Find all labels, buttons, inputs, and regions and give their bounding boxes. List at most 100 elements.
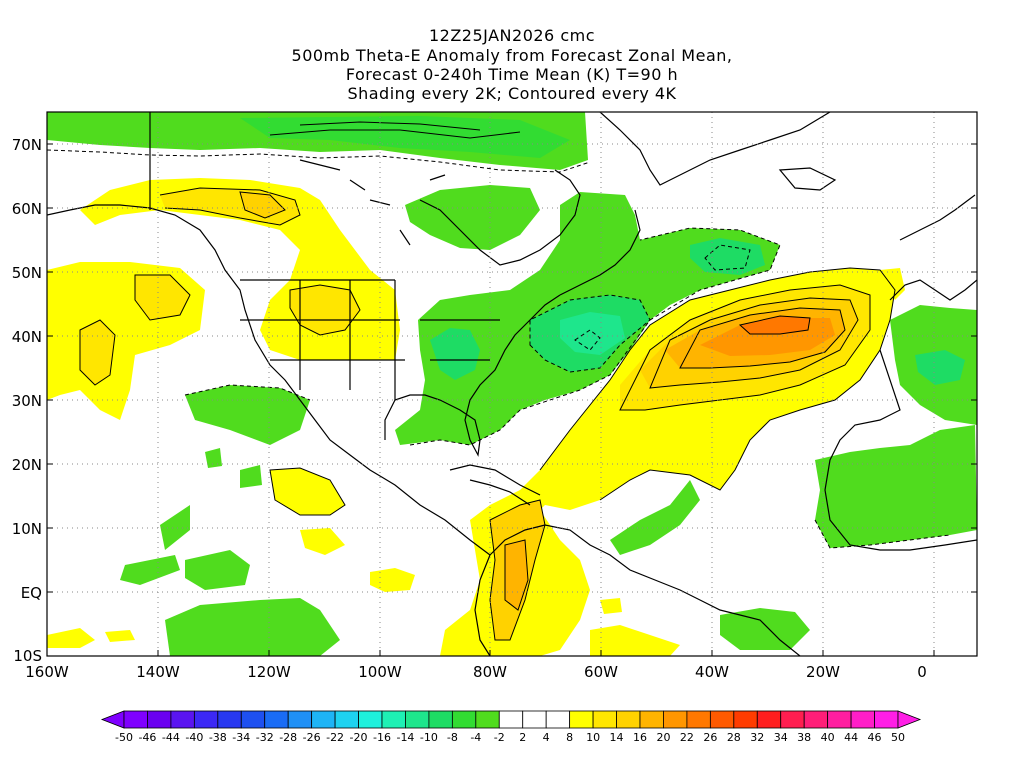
colorbar-right-arrow: [897, 710, 922, 729]
colorbar-swatch: [498, 710, 524, 729]
coastlines: [47, 112, 977, 656]
colorbar-swatch: [639, 710, 664, 729]
colorbar-label: -28: [279, 731, 297, 744]
latitude-labels: 70N 60N 50N 40N 30N 20N 10N EQ 10S: [12, 136, 42, 665]
colorbar-swatch: [123, 710, 148, 729]
colorbar-swatch: [217, 710, 242, 729]
anomaly-contours: [47, 121, 951, 641]
colorbar-swatch: [874, 710, 899, 729]
map-title-line-4: Shading every 2K; Contoured every 4K: [347, 84, 677, 103]
lon-label-100w: 100W: [358, 663, 402, 681]
colorbar-swatch: [381, 710, 406, 729]
colorbar-swatch: [147, 710, 172, 729]
colorbar-swatch: [756, 710, 782, 729]
lat-label-60n: 60N: [12, 200, 42, 218]
map-panel: [47, 112, 977, 656]
colorbar-label: -26: [303, 731, 321, 744]
colorbar-label: -22: [326, 731, 344, 744]
colorbar-label: -34: [232, 731, 250, 744]
colorbar-swatch: [264, 710, 289, 729]
colorbar-label: -20: [350, 731, 368, 744]
map-title-line-1: 12Z25JAN2026 cmc: [428, 26, 595, 45]
colorbar-swatch: [592, 710, 617, 729]
lat-label-40n: 40N: [12, 328, 42, 346]
colorbar-swatch: [240, 710, 266, 729]
colorbar-swatch: [569, 710, 594, 729]
lon-label-0: 0: [917, 663, 927, 681]
colorbar-label: 14: [610, 731, 624, 744]
colorbar-left-arrow: [100, 710, 125, 729]
colorbar-swatch: [663, 710, 688, 729]
lon-label-160w: 160W: [25, 663, 69, 681]
lon-label-140w: 140W: [136, 663, 180, 681]
colorbar-label: -8: [447, 731, 458, 744]
positive-anomaly-shading: [47, 178, 905, 656]
colorbar-swatch: [780, 710, 805, 729]
colorbar-label: -46: [138, 731, 156, 744]
lon-label-60w: 60W: [584, 663, 618, 681]
colorbar-label: 4: [543, 731, 550, 744]
map-title-line-3: Forecast 0-240h Time Mean (K) T=90 h: [345, 65, 679, 84]
negative-anomaly-shading: [47, 112, 977, 656]
colorbar-swatch: [193, 710, 219, 729]
colorbar-swatch: [428, 710, 453, 729]
longitude-labels: 160W 140W 120W 100W 80W 60W 40W 20W 0: [25, 663, 927, 681]
colorbar-label: -16: [373, 731, 391, 744]
lon-label-120w: 120W: [247, 663, 291, 681]
colorbar-label: 38: [797, 731, 811, 744]
colorbar-label: -2: [494, 731, 505, 744]
colorbar-swatch: [311, 710, 336, 729]
lon-label-40w: 40W: [695, 663, 729, 681]
colorbar-swatch: [451, 710, 477, 729]
lat-label-70n: 70N: [12, 136, 42, 154]
colorbar-swatch: [475, 710, 500, 729]
colorbar-swatch: [827, 710, 852, 729]
lat-label-10n: 10N: [12, 520, 42, 538]
colorbar-label: 44: [844, 731, 858, 744]
lat-lon-grid: [47, 112, 977, 656]
colorbar-label: 16: [633, 731, 647, 744]
colorbar-label: 34: [774, 731, 788, 744]
colorbar-swatch: [358, 710, 383, 729]
colorbar-label: 28: [727, 731, 741, 744]
colorbar-swatch: [287, 710, 313, 729]
colorbar-label: -10: [420, 731, 438, 744]
lat-label-30n: 30N: [12, 392, 42, 410]
lat-label-10s: 10S: [13, 647, 42, 665]
colorbar-swatch: [850, 710, 875, 729]
colorbar-label: -38: [209, 731, 227, 744]
colorbar-label: 46: [868, 731, 882, 744]
map-title-line-2: 500mb Theta-E Anomaly from Forecast Zona…: [291, 46, 733, 65]
colorbar-swatch: [522, 710, 547, 729]
colorbar-label: -44: [162, 731, 180, 744]
axis-ticks: [47, 143, 977, 656]
colorbar-label: -14: [396, 731, 414, 744]
colorbar-swatch: [405, 710, 430, 729]
colorbar-label: -40: [185, 731, 203, 744]
lon-label-80w: 80W: [473, 663, 507, 681]
lon-label-20w: 20W: [806, 663, 840, 681]
colorbar-label: -4: [470, 731, 481, 744]
colorbar-label: 8: [566, 731, 573, 744]
colorbar-label: 10: [586, 731, 600, 744]
colorbar-label: 26: [703, 731, 717, 744]
lat-label-50n: 50N: [12, 264, 42, 282]
map-frame: [46, 111, 978, 657]
colorbar-label: -32: [256, 731, 274, 744]
colorbar-label: 50: [891, 731, 905, 744]
colorbar-swatch: [686, 710, 711, 729]
colorbar-swatch: [545, 710, 571, 729]
colorbar: -50 -46 -44 -40 -38 -34 -32 -28 -26 -22 -20 -16 -14-…: [100, 710, 922, 744]
colorbar-swatch: [733, 710, 758, 729]
colorbar-label: 32: [750, 731, 764, 744]
colorbar-swatch: [334, 710, 359, 729]
colorbar-label: 22: [680, 731, 694, 744]
colorbar-label: -50: [115, 731, 133, 744]
colorbar-swatch: [170, 710, 195, 729]
lat-label-20n: 20N: [12, 456, 42, 474]
colorbar-label: 40: [821, 731, 835, 744]
colorbar-swatch: [803, 710, 829, 729]
colorbar-label: 2: [519, 731, 526, 744]
lat-label-eq: EQ: [21, 584, 42, 602]
